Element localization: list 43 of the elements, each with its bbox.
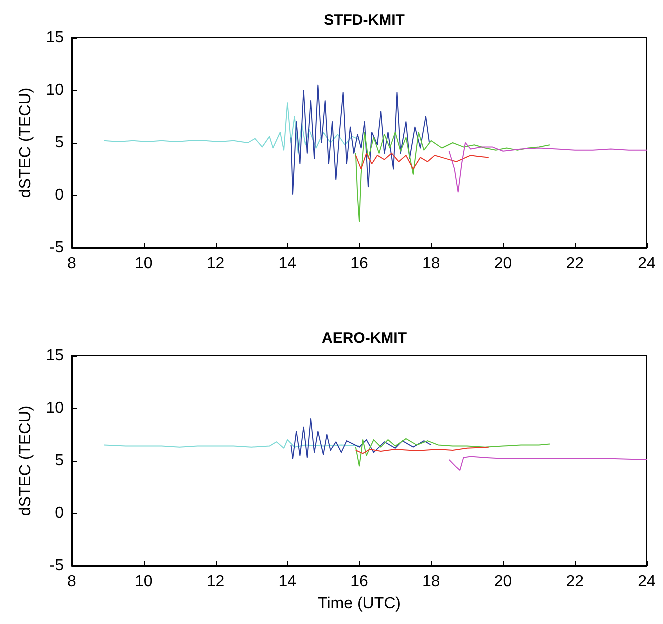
x-tick-label: 14 [278,574,297,590]
line-series [290,418,432,460]
y-axis-title: dSTEC (TECU) [18,88,34,198]
y-tick-label: -5 [50,558,64,574]
x-tick-label: 16 [350,256,368,272]
line-series [355,153,490,170]
line-series [290,84,430,195]
y-axis-title: dSTEC (TECU) [18,406,34,516]
y-tick-label: 5 [55,452,64,470]
chart-title: STFD-KMIT [324,12,405,29]
line-series [355,446,490,454]
x-tick-label: 20 [494,574,512,590]
x-tick-label: 22 [566,256,584,272]
x-tick-label: 12 [206,574,225,590]
x-tick-label: 10 [134,256,153,272]
line-series [104,102,360,154]
x-tick-label: 24 [638,256,656,272]
y-tick-label: 10 [46,400,64,417]
x-tick-label: 18 [422,574,440,590]
x-tick-label: 24 [638,574,656,590]
line-series [448,456,648,471]
x-axis-title: Time (UTC) [318,596,401,612]
line-series [355,132,550,222]
line-series [104,440,360,449]
y-tick-label: 0 [55,187,64,204]
x-tick-label: 20 [494,256,512,272]
x-tick-label: 8 [68,256,77,272]
x-tick-label: 22 [566,574,584,590]
x-tick-label: 14 [278,256,297,272]
line-series [448,142,648,193]
line-series [355,438,550,467]
x-tick-label: 18 [422,256,440,272]
chart-title: AERO-KMIT [322,330,407,347]
y-tick-label: 0 [55,505,64,522]
y-tick-label: -5 [50,240,64,256]
x-tick-label: 12 [206,256,225,272]
x-tick-label: 10 [134,574,153,590]
y-tick-label: 15 [46,348,64,364]
x-tick-label: 8 [68,574,77,590]
y-tick-label: 15 [46,30,64,46]
y-tick-label: 5 [55,134,64,152]
y-tick-label: 10 [46,82,64,99]
x-tick-label: 16 [350,574,368,590]
